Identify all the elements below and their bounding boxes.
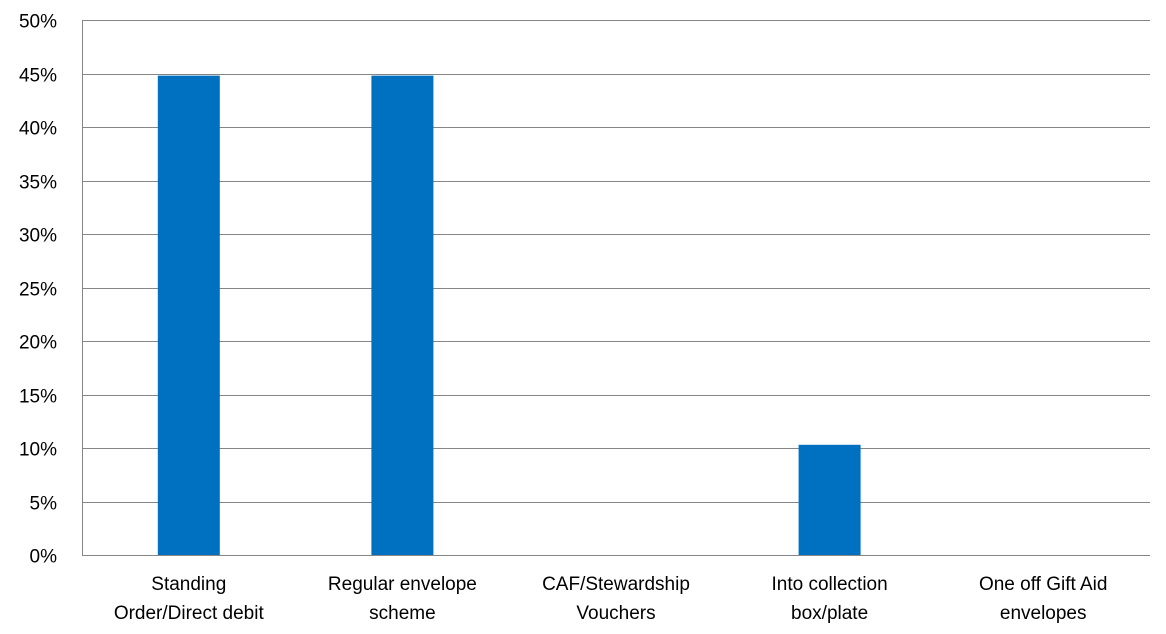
y-tick-label: 5% [30,494,58,515]
y-tick-label: 20% [19,333,57,354]
x-category-label: One off Gift Aid [979,574,1108,595]
y-tick-label: 35% [19,173,57,194]
x-category-label: Order/Direct debit [114,603,265,624]
x-category-label: scheme [369,603,436,624]
x-axis-labels: Standing Order/Direct debit Regular envelo… [114,574,1108,624]
gridlines [82,20,1150,503]
x-category-label: CAF/Stewardship [542,574,690,595]
bars [157,75,861,555]
bar-2 [371,75,434,555]
x-category-label: Vouchers [576,603,655,624]
bar-4 [798,444,861,555]
axes [82,20,1150,556]
y-tick-label: 15% [19,387,57,408]
y-tick-label: 45% [19,66,57,87]
y-tick-label: 30% [19,226,57,247]
x-category-label: Into collection [772,574,888,595]
bar-1 [157,75,220,555]
x-category-label: Standing [151,574,226,595]
y-tick-label: 0% [30,547,58,568]
y-tick-label: 40% [19,119,57,140]
x-category-label: box/plate [791,603,868,624]
y-tick-label: 10% [19,440,57,461]
y-tick-label: 50% [19,12,57,33]
y-tick-label: 25% [19,280,57,301]
x-category-label: envelopes [1000,603,1087,624]
x-category-label: Regular envelope [328,574,477,595]
y-axis-ticks: 0% 5% 10% 15% 20% 25% 30% 35% 40% 45% 50% [19,12,57,568]
